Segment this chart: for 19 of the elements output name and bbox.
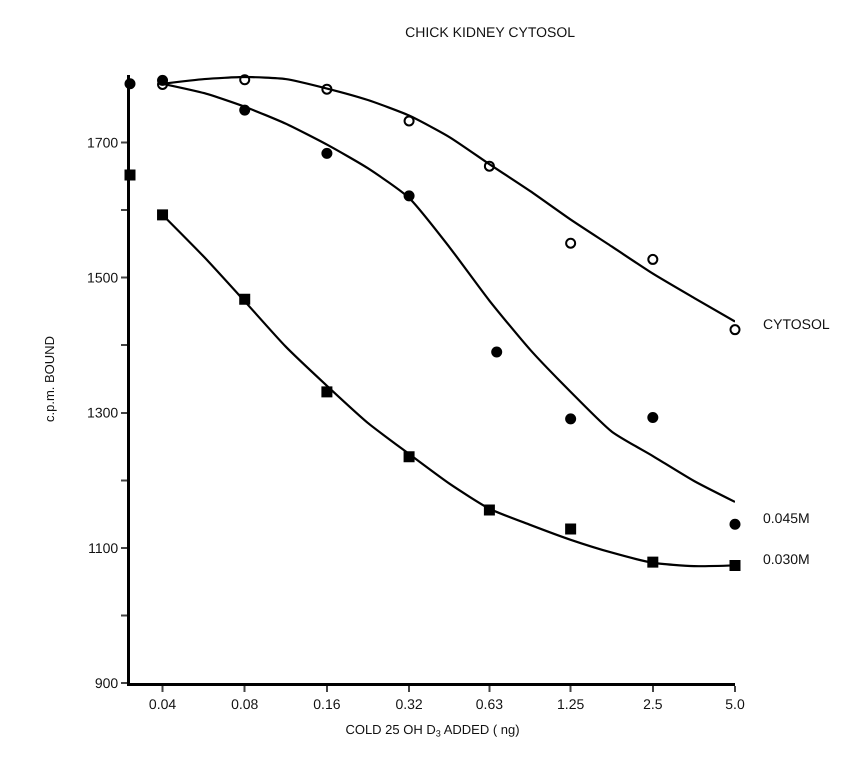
series-label: 0.045M — [763, 510, 810, 526]
y-tick-label: 1300 — [87, 404, 118, 421]
x-tick-label: 2.5 — [643, 696, 663, 712]
y-tick-label: 1100 — [88, 540, 118, 556]
x-tick-label: 0.08 — [231, 696, 259, 712]
series-label: 0.030M — [763, 551, 810, 567]
y-axis-title: c.p.m. BOUND — [42, 336, 57, 422]
chart-title: CHICK KIDNEY CYTOSOL — [405, 24, 576, 40]
x-tick-label: 0.63 — [476, 696, 504, 712]
x-tick-label: 0.16 — [313, 696, 341, 712]
x-axis-title: COLD 25 OH D$_{3}$ ADDED ( ng) — [345, 722, 520, 739]
series-label: CYTOSOL — [763, 316, 830, 332]
x-tick-label: 0.04 — [148, 696, 176, 712]
y-tick-label: 1700 — [87, 134, 118, 150]
x-tick-label: 0.32 — [395, 696, 423, 712]
x-tick-label: 5.0 — [725, 696, 745, 712]
x-tick-label: 1.25 — [557, 696, 584, 712]
y-tick-label: 1500 — [87, 270, 118, 286]
y-tick-label: 900 — [94, 674, 118, 691]
